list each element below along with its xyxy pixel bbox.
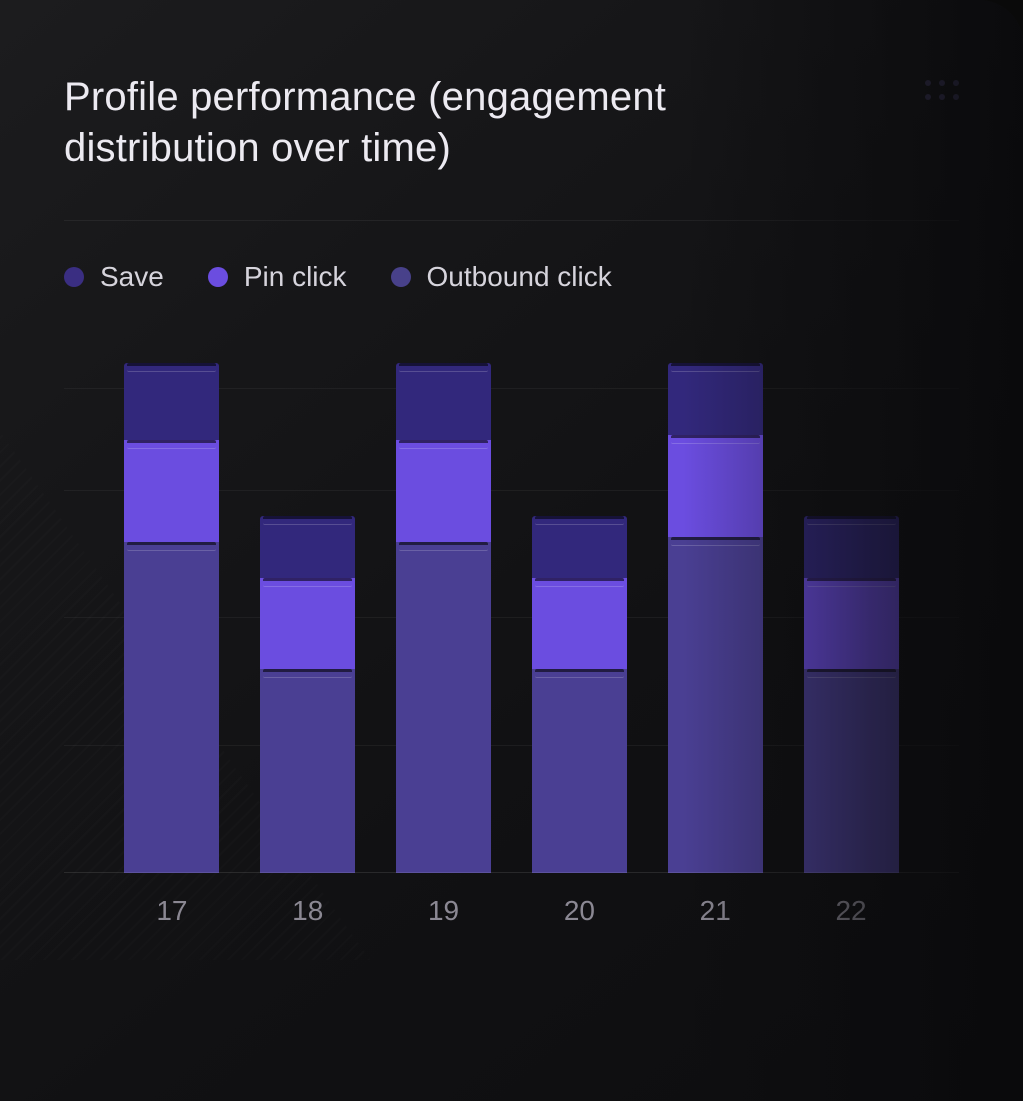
x-axis-tick: 19	[376, 895, 512, 927]
analytics-card: Profile performance (engagement distribu…	[0, 0, 1023, 1101]
stacked-bar[interactable]	[532, 516, 627, 873]
bar-column	[240, 363, 376, 873]
bar-segment-save	[532, 516, 627, 577]
stacked-bar[interactable]	[124, 363, 219, 873]
x-axis-tick: 22	[783, 895, 919, 927]
chart-baseline	[64, 872, 959, 873]
bar-column	[783, 363, 919, 873]
legend-swatch-outbound	[391, 267, 411, 287]
bar-column	[376, 363, 512, 873]
bar-segment-outbound	[668, 537, 763, 874]
stacked-bar[interactable]	[804, 516, 899, 873]
legend-item-outbound-click: Outbound click	[391, 261, 612, 293]
chart-bars	[64, 363, 959, 873]
legend-swatch-pin	[208, 267, 228, 287]
bar-segment-pin	[804, 578, 899, 670]
bar-column	[511, 363, 647, 873]
bar-segment-outbound	[804, 669, 899, 873]
card-header: Profile performance (engagement distribu…	[64, 72, 959, 174]
legend-swatch-save	[64, 267, 84, 287]
bar-segment-save	[124, 363, 219, 440]
legend-label: Outbound click	[427, 261, 612, 293]
legend-item-pin-click: Pin click	[208, 261, 347, 293]
x-axis-tick: 20	[511, 895, 647, 927]
drag-handle-icon[interactable]	[925, 80, 959, 100]
bar-segment-save	[260, 516, 355, 577]
chart-plot-area	[64, 363, 959, 873]
chart-x-axis: 171819202122	[64, 873, 959, 927]
x-axis-tick: 21	[647, 895, 783, 927]
legend-item-save: Save	[64, 261, 164, 293]
stacked-bar[interactable]	[396, 363, 491, 873]
bar-segment-outbound	[260, 669, 355, 873]
bar-segment-pin	[260, 578, 355, 670]
bar-segment-outbound	[124, 542, 219, 874]
header-divider	[64, 220, 959, 221]
card-title: Profile performance (engagement distribu…	[64, 72, 824, 174]
legend-label: Pin click	[244, 261, 347, 293]
bar-segment-pin	[668, 435, 763, 537]
bar-segment-pin	[396, 440, 491, 542]
bar-column	[104, 363, 240, 873]
bar-segment-pin	[124, 440, 219, 542]
engagement-stacked-bar-chart: 171819202122	[64, 363, 959, 943]
bar-segment-save	[668, 363, 763, 434]
bar-column	[647, 363, 783, 873]
bar-segment-save	[804, 516, 899, 577]
bar-segment-pin	[532, 578, 627, 670]
x-axis-tick: 18	[240, 895, 376, 927]
stacked-bar[interactable]	[668, 363, 763, 873]
bar-segment-save	[396, 363, 491, 440]
stacked-bar[interactable]	[260, 516, 355, 873]
x-axis-tick: 17	[104, 895, 240, 927]
bar-segment-outbound	[396, 542, 491, 874]
bar-segment-outbound	[532, 669, 627, 873]
legend-label: Save	[100, 261, 164, 293]
chart-legend: Save Pin click Outbound click	[64, 261, 959, 293]
